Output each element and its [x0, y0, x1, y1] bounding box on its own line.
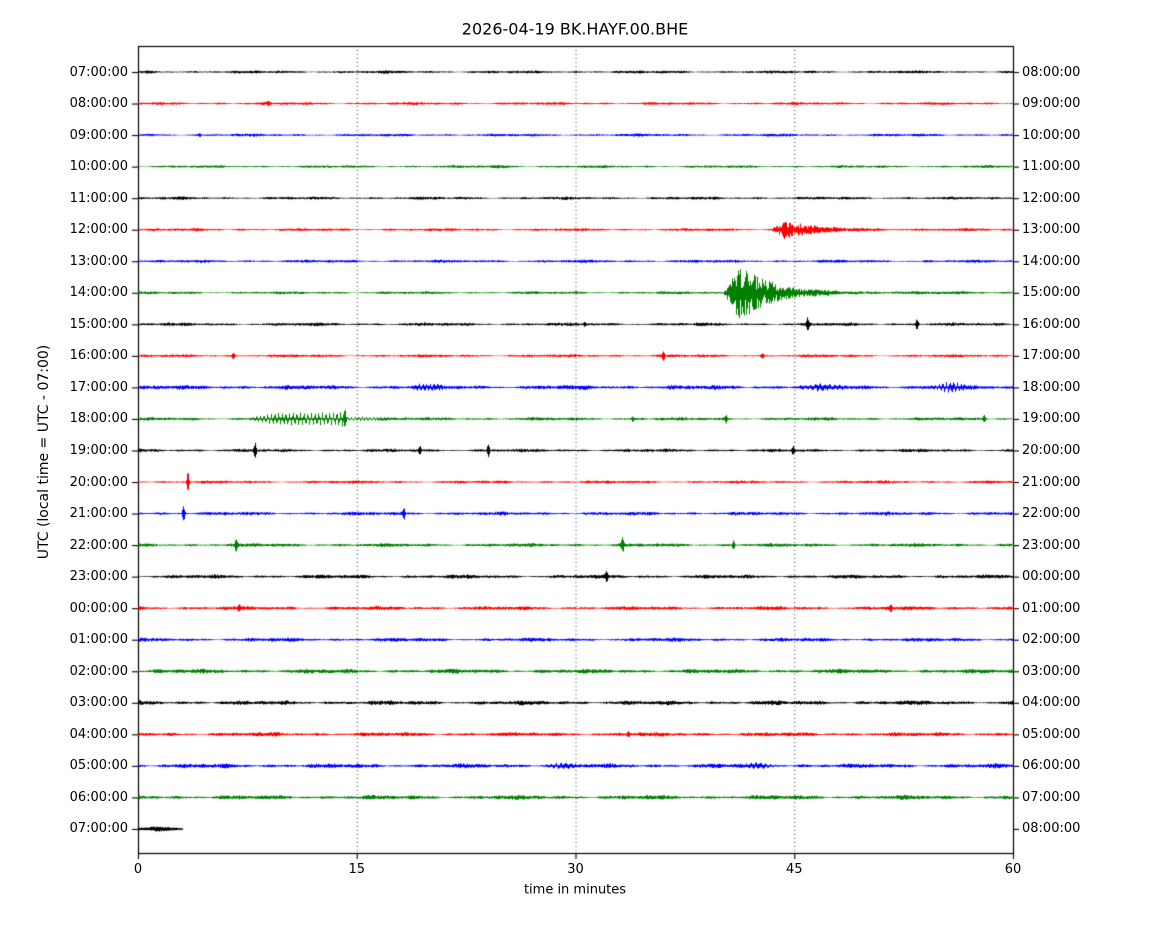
utc-tick-label: 22:00:00 [69, 537, 128, 553]
local-tick-label: 01:00:00 [1022, 600, 1081, 616]
utc-tick-label: 18:00:00 [69, 411, 128, 427]
local-tick-label: 04:00:00 [1022, 695, 1081, 711]
utc-tick-label: 02:00:00 [69, 663, 128, 679]
local-tick-label: 13:00:00 [1022, 222, 1081, 238]
utc-tick-label: 13:00:00 [69, 253, 128, 269]
plot-title: 2026-04-19 BK.HAYF.00.BHE [461, 19, 689, 39]
local-tick-label: 05:00:00 [1022, 726, 1081, 742]
utc-tick-label: 06:00:00 [69, 789, 128, 805]
utc-tick-label: 19:00:00 [69, 442, 128, 458]
local-tick-label: 12:00:00 [1022, 190, 1081, 206]
utc-tick-label: 16:00:00 [69, 348, 128, 364]
utc-tick-label: 09:00:00 [69, 127, 128, 143]
local-tick-label: 00:00:00 [1022, 569, 1081, 585]
local-tick-label: 06:00:00 [1022, 758, 1081, 774]
minute-tick-label: 60 [1004, 862, 1022, 877]
utc-tick-label: 00:00:00 [69, 600, 128, 616]
utc-tick-label: 20:00:00 [69, 474, 128, 490]
local-tick-label: 20:00:00 [1022, 442, 1081, 458]
local-tick-label: 03:00:00 [1022, 663, 1081, 679]
minute-tick-label: 45 [785, 862, 803, 877]
utc-tick-label: 12:00:00 [69, 222, 128, 238]
minute-tick-label: 15 [348, 862, 366, 877]
local-tick-label: 18:00:00 [1022, 379, 1081, 395]
utc-tick-label: 01:00:00 [69, 632, 128, 648]
local-tick-label: 23:00:00 [1022, 537, 1081, 553]
local-tick-label: 19:00:00 [1022, 411, 1081, 427]
local-tick-label: 02:00:00 [1022, 632, 1081, 648]
local-tick-label: 08:00:00 [1022, 64, 1081, 80]
utc-tick-label: 07:00:00 [69, 821, 128, 837]
minute-tick-label: 0 [133, 862, 143, 877]
utc-tick-label: 05:00:00 [69, 758, 128, 774]
local-tick-label: 22:00:00 [1022, 506, 1081, 522]
utc-tick-label: 17:00:00 [69, 379, 128, 395]
local-tick-label: 17:00:00 [1022, 348, 1081, 364]
local-tick-label: 16:00:00 [1022, 316, 1081, 332]
local-tick-label: 14:00:00 [1022, 253, 1081, 269]
minute-tick-label: 30 [567, 862, 584, 877]
local-tick-label: 07:00:00 [1022, 789, 1081, 805]
utc-tick-label: 04:00:00 [69, 726, 128, 742]
utc-tick-label: 07:00:00 [69, 64, 128, 80]
local-tick-label: 21:00:00 [1022, 474, 1081, 490]
local-tick-label: 11:00:00 [1022, 159, 1081, 175]
local-tick-label: 09:00:00 [1022, 96, 1081, 112]
utc-tick-label: 21:00:00 [69, 506, 128, 522]
local-tick-label: 08:00:00 [1022, 821, 1081, 837]
utc-tick-label: 11:00:00 [69, 190, 128, 206]
x-axis-label: time in minutes [523, 882, 627, 898]
utc-tick-label: 03:00:00 [69, 695, 128, 711]
local-tick-label: 10:00:00 [1022, 127, 1081, 143]
utc-tick-label: 14:00:00 [69, 285, 128, 301]
utc-tick-label: 10:00:00 [69, 159, 128, 175]
utc-tick-label: 23:00:00 [69, 569, 128, 585]
utc-tick-label: 15:00:00 [69, 316, 128, 332]
local-tick-label: 15:00:00 [1022, 285, 1081, 301]
utc-tick-label: 08:00:00 [69, 96, 128, 112]
